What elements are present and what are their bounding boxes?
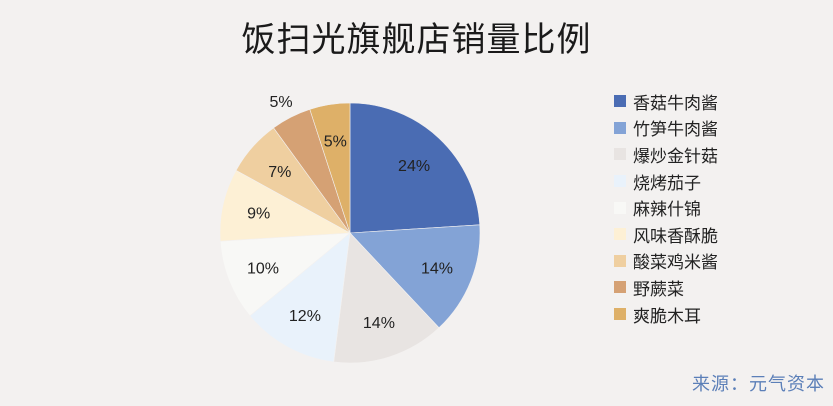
legend-label: 麻辣什锦	[633, 200, 701, 221]
legend-swatch	[614, 175, 626, 188]
legend-item: 香菇牛肉酱	[614, 88, 718, 115]
slice-label: 24%	[398, 158, 430, 175]
slice-label: 14%	[421, 260, 453, 277]
chart-title: 饭扫光旗舰店销量比例	[241, 20, 592, 60]
legend-label: 香菇牛肉酱	[633, 93, 718, 114]
legend-item: 爆炒金针菇	[614, 141, 718, 168]
slice-label: 9%	[247, 206, 270, 223]
source-note: 来源：元气资本	[692, 374, 825, 395]
pie-slice	[349, 102, 481, 234]
pie-slice	[309, 102, 351, 234]
legend-swatch	[614, 308, 626, 321]
legend-label: 野蕨菜	[633, 279, 684, 300]
pie-slice	[219, 232, 351, 317]
legend-swatch	[614, 121, 626, 134]
legend-item: 爽脆木耳	[614, 301, 718, 328]
pie-slice	[249, 232, 351, 363]
pie-slice	[349, 224, 481, 329]
legend-item: 野蕨菜	[614, 274, 718, 301]
slice-label: 7%	[268, 164, 291, 181]
legend-label: 酸菜鸡米酱	[633, 253, 718, 274]
legend-label: 烧烤茄子	[633, 173, 701, 194]
legend-swatch	[614, 281, 626, 294]
pie-slice	[333, 232, 440, 364]
slice-label: 10%	[247, 260, 279, 277]
legend-swatch	[614, 228, 626, 241]
legend-swatch	[614, 201, 626, 214]
legend-item: 烧烤茄子	[614, 168, 718, 195]
legend-label: 爆炒金针菇	[633, 146, 718, 167]
legend-item: 风味香酥脆	[614, 221, 718, 248]
legend-item: 竹笋牛肉酱	[614, 115, 718, 142]
slice-label: 5%	[269, 94, 292, 111]
legend-swatch	[614, 148, 626, 161]
slice-label: 12%	[289, 308, 321, 325]
chart-legend: 香菇牛肉酱竹笋牛肉酱爆炒金针菇烧烤茄子麻辣什锦风味香酥脆酸菜鸡米酱野蕨菜爽脆木耳	[614, 88, 718, 327]
legend-item: 麻辣什锦	[614, 194, 718, 221]
slice-label: 5%	[324, 134, 347, 151]
legend-label: 竹笋牛肉酱	[633, 120, 718, 141]
slice-label: 14%	[363, 315, 395, 332]
legend-item: 酸菜鸡米酱	[614, 248, 718, 275]
legend-swatch	[614, 254, 626, 267]
legend-label: 爽脆木耳	[633, 306, 701, 327]
legend-label: 风味香酥脆	[633, 226, 718, 247]
legend-swatch	[614, 95, 626, 108]
